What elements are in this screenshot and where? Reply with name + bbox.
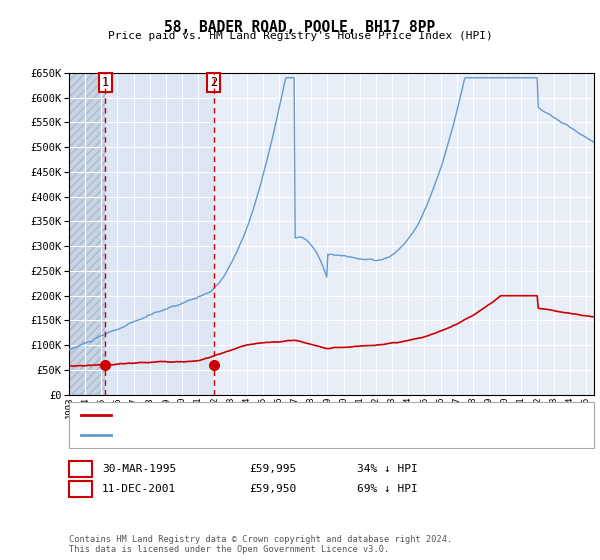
Text: 1: 1: [77, 462, 84, 475]
Text: Price paid vs. HM Land Registry's House Price Index (HPI): Price paid vs. HM Land Registry's House …: [107, 31, 493, 41]
Text: 1: 1: [102, 76, 109, 89]
Text: 58, BADER ROAD, POOLE, BH17 8PP: 58, BADER ROAD, POOLE, BH17 8PP: [164, 20, 436, 35]
Text: HPI: Average price, detached house, Bournemouth Christchurch and Poole: HPI: Average price, detached house, Bour…: [117, 430, 537, 440]
Text: 30-MAR-1995: 30-MAR-1995: [102, 464, 176, 474]
Text: 2: 2: [210, 76, 217, 89]
Text: 69% ↓ HPI: 69% ↓ HPI: [357, 484, 418, 494]
Text: 11-DEC-2001: 11-DEC-2001: [102, 484, 176, 494]
Text: 2: 2: [77, 482, 84, 496]
Text: 34% ↓ HPI: 34% ↓ HPI: [357, 464, 418, 474]
Text: £59,950: £59,950: [249, 484, 296, 494]
Text: Contains HM Land Registry data © Crown copyright and database right 2024.
This d: Contains HM Land Registry data © Crown c…: [69, 535, 452, 554]
Text: £59,995: £59,995: [249, 464, 296, 474]
Text: 58, BADER ROAD, POOLE, BH17 8PP (detached house): 58, BADER ROAD, POOLE, BH17 8PP (detache…: [117, 410, 405, 420]
